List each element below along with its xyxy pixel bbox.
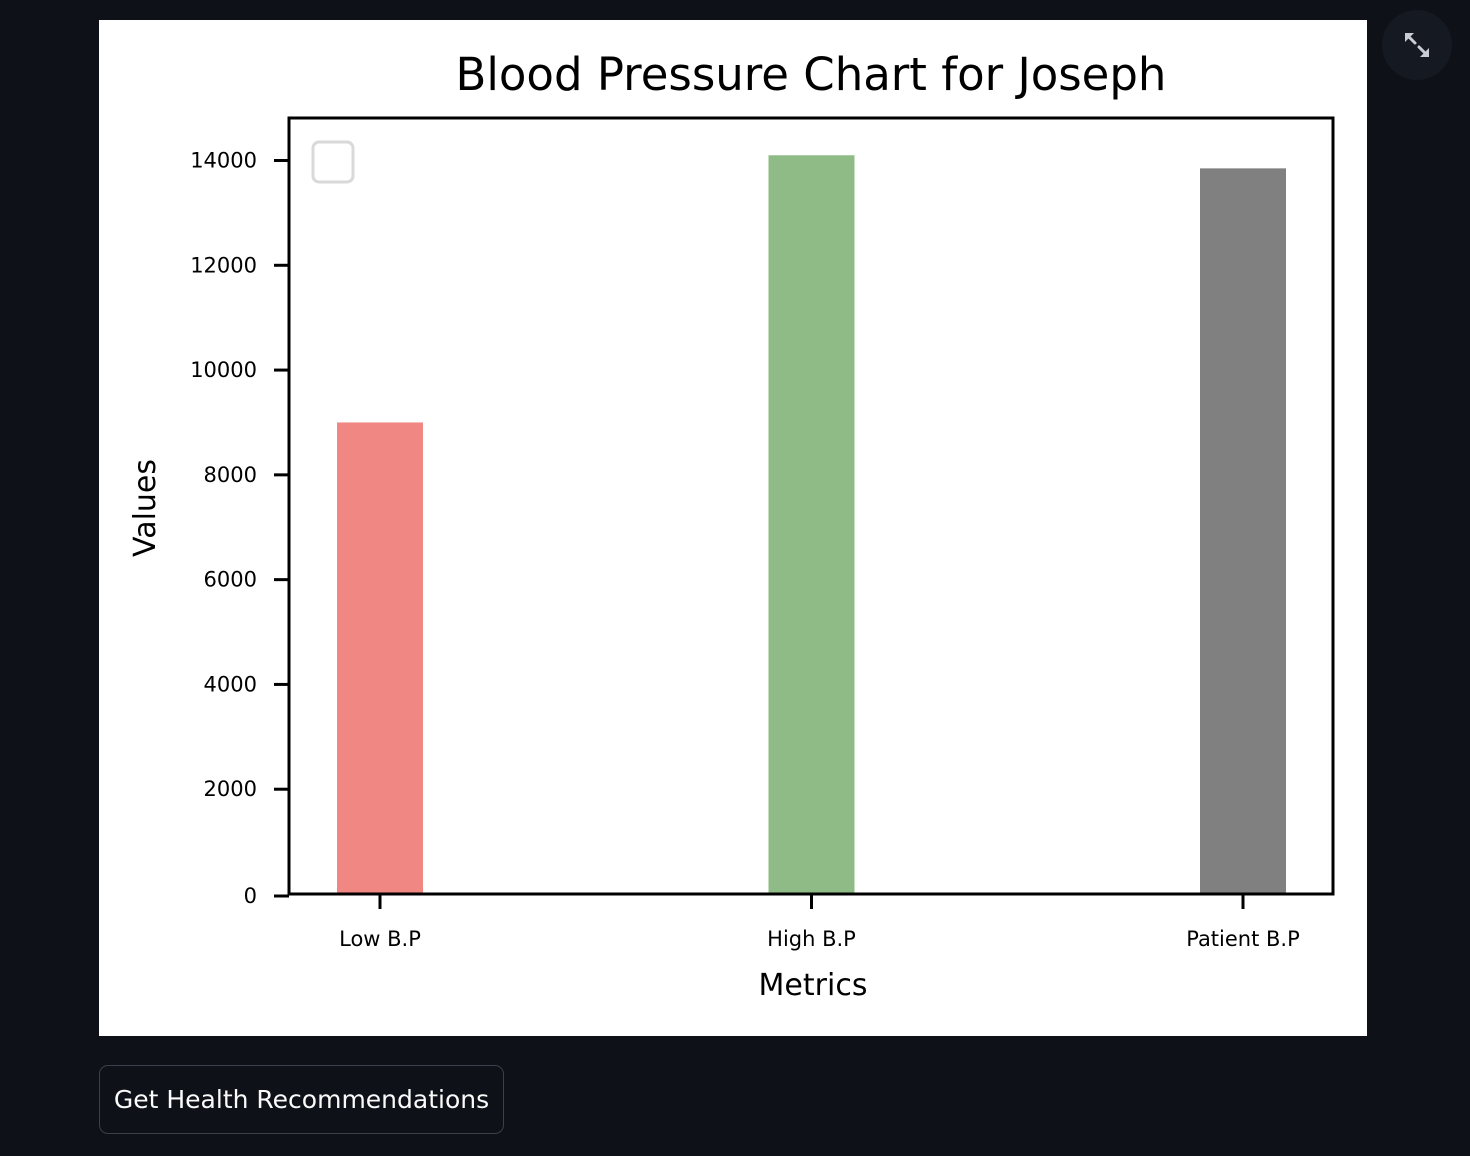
y-tick-label: 8000 — [204, 463, 257, 487]
chart-title: Blood Pressure Chart for Joseph — [456, 48, 1167, 101]
bars-group — [337, 155, 1286, 894]
bar-low-b-p — [337, 422, 423, 894]
y-axis-label: Values — [128, 459, 163, 557]
get-recommendations-button[interactable]: Get Health Recommendations — [99, 1065, 504, 1134]
y-axis-ticks: 0 2000 4000 6000 8000 10000 12000 14000 — [190, 149, 289, 908]
x-axis-ticks: Low B.P High B.P Patient B.P — [339, 894, 1300, 951]
bar-high-b-p — [768, 155, 855, 894]
y-tick-label: 4000 — [204, 672, 257, 696]
bar-chart: Blood Pressure Chart for Joseph 0 2000 400… — [128, 48, 1335, 1003]
y-tick-label: 0 — [244, 884, 257, 908]
y-tick-label: 6000 — [204, 568, 257, 592]
bar-patient-b-p — [1200, 168, 1286, 894]
fullscreen-button[interactable] — [1382, 10, 1452, 80]
legend-box — [311, 140, 355, 184]
y-tick-label: 2000 — [204, 777, 257, 801]
y-tick-label: 10000 — [190, 358, 257, 382]
expand-icon — [1405, 33, 1429, 57]
x-tick-label: High B.P — [767, 927, 856, 951]
x-tick-label: Patient B.P — [1186, 927, 1300, 951]
x-tick-label: Low B.P — [339, 927, 421, 951]
y-tick-label: 12000 — [190, 253, 257, 277]
chart-figure: Blood Pressure Chart for Joseph 0 2000 400… — [99, 20, 1367, 1036]
x-axis-label: Metrics — [759, 968, 868, 1003]
y-tick-label: 14000 — [190, 149, 257, 173]
plot-frame — [287, 116, 1335, 896]
